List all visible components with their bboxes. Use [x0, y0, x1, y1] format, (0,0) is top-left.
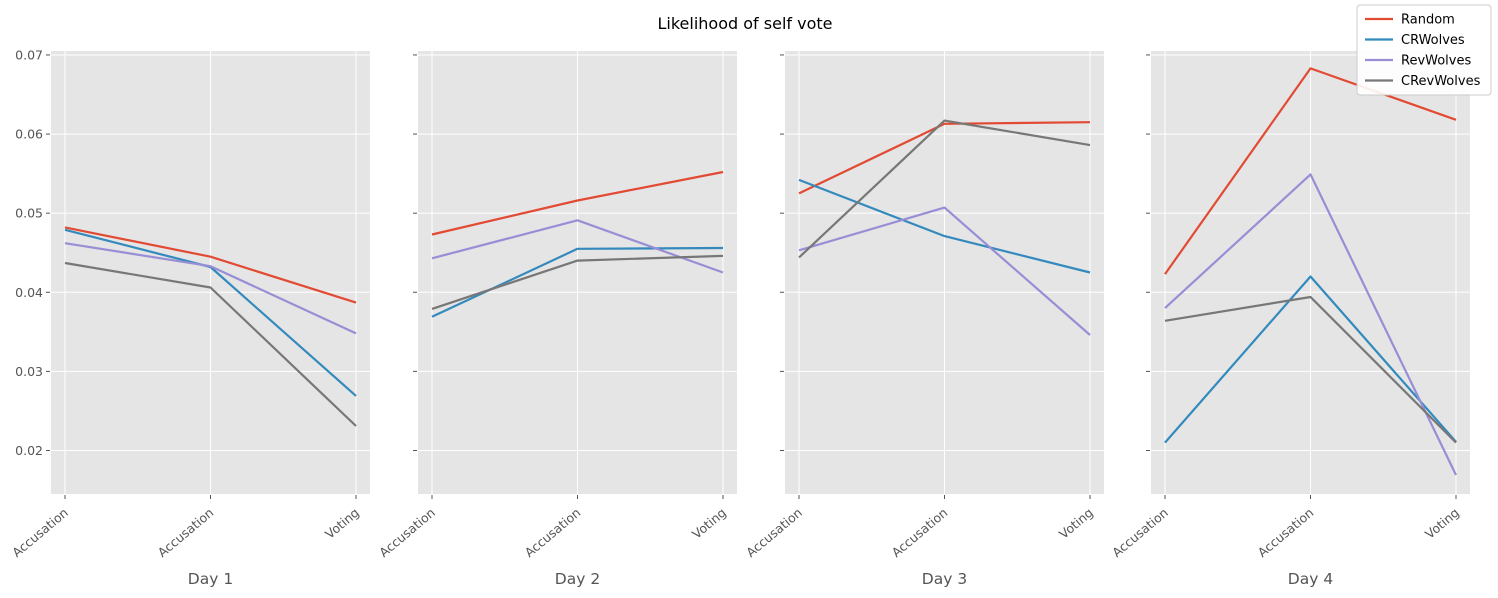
series-line-crwolves [431, 246, 724, 318]
series-line-random [1164, 67, 1457, 275]
x-tick-label: Accusation [1109, 505, 1171, 560]
x-tick-label: Accusation [376, 505, 438, 560]
legend-label: CRWolves [1401, 33, 1465, 48]
x-tick-label: Voting [1422, 505, 1462, 542]
x-tick-label: Voting [322, 505, 362, 542]
legend-box [1356, 4, 1492, 96]
x-tick-label: Voting [689, 505, 729, 542]
figure-title: Likelihood of self vote [658, 14, 833, 33]
y-tick-label: 0.07 [15, 47, 43, 62]
series-line-random [64, 226, 357, 304]
x-tick-label: Accusation [522, 505, 584, 560]
x-tick-label: Accusation [9, 505, 71, 560]
series-line-revwolves [64, 242, 357, 335]
panel-day-3: Accusation Accusation Voting Day 3 [743, 51, 1104, 588]
panel-day-4: Accusation Accusation Voting Day 4 [1109, 51, 1470, 588]
y-tick-label: 0.03 [15, 364, 43, 379]
series-line-crevwolves [1164, 295, 1457, 444]
x-axis-label: Day 2 [555, 570, 600, 588]
x-tick-label: Accusation [1255, 505, 1317, 560]
x-tick-label: Accusation [155, 505, 217, 560]
legend-entry-random: Random [1365, 13, 1455, 28]
chart-legend: Random CRWolves RevWolves CRevWolves [1356, 4, 1492, 96]
y-tick-label: 0.06 [15, 127, 43, 142]
series-line-crevwolves [798, 119, 1091, 259]
y-tick-label: 0.04 [15, 285, 43, 300]
x-tick-label: Voting [1056, 505, 1096, 542]
series-line-random [798, 121, 1091, 195]
x-tick-label: Accusation [743, 505, 805, 560]
legend-label: CRevWolves [1401, 74, 1481, 89]
series-line-revwolves [431, 219, 724, 274]
x-axis-label: Day 4 [1288, 570, 1333, 588]
x-axis-label: Day 3 [922, 570, 967, 588]
panel-day-2: Accusation Accusation Voting Day 2 [376, 51, 737, 588]
series-line-crevwolves [64, 261, 357, 427]
series-line-revwolves [1164, 173, 1457, 476]
legend-label: RevWolves [1401, 54, 1471, 69]
legend-entry-crwolves: CRWolves [1365, 33, 1465, 48]
x-tick-label: Accusation [889, 505, 951, 560]
legend-entry-revwolves: RevWolves [1365, 54, 1471, 69]
series-line-random [431, 170, 724, 236]
series-line-crwolves [798, 178, 1091, 274]
y-tick-label: 0.02 [15, 443, 43, 458]
series-line-revwolves [798, 206, 1091, 336]
legend-entry-crevwolves: CRevWolves [1365, 74, 1481, 89]
x-axis-label: Day 1 [188, 570, 233, 588]
legend-label: Random [1401, 13, 1455, 28]
series-line-crevwolves [431, 254, 724, 310]
series-line-crwolves [1164, 275, 1457, 444]
y-tick-label: 0.05 [15, 206, 43, 221]
panel-day-1: 0.02 0.03 0.04 0.05 0.06 0.07 Accusation Accusa… [9, 47, 370, 588]
